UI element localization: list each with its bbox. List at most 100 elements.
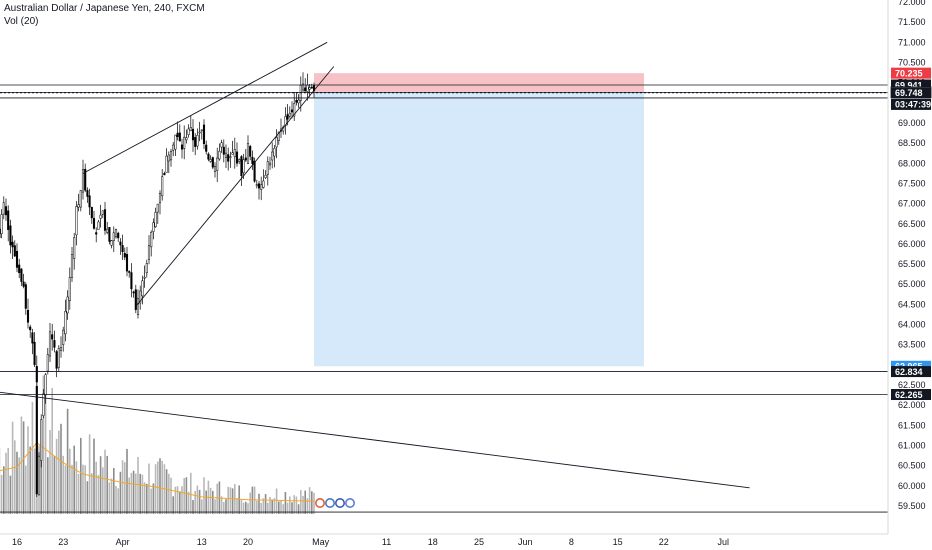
- volume-bar: [161, 460, 163, 514]
- volume-bar: [247, 503, 249, 514]
- candle-body: [176, 132, 179, 137]
- volume-bar: [71, 464, 73, 514]
- candle-body: [95, 232, 98, 235]
- volume-bar: [187, 491, 190, 514]
- volume-bar: [229, 487, 232, 514]
- time-tick-label: 13: [197, 537, 207, 547]
- candle-body: [53, 340, 56, 348]
- candle-body: [97, 221, 100, 230]
- volume-bar: [181, 486, 183, 514]
- volume-bar: [99, 456, 102, 514]
- price-tick-label: 66.000: [898, 239, 926, 249]
- candle-body: [51, 334, 54, 340]
- candle-body: [209, 159, 212, 162]
- candle-body: [57, 348, 60, 368]
- volume-bar: [5, 452, 7, 514]
- time-axis: 16 23 Apr 13 20 May 11 18 25 Jun 8 15 22 Jul: [12, 537, 729, 547]
- volume-bar: [0, 474, 3, 514]
- candle-body: [165, 155, 168, 173]
- candle-body: [268, 162, 272, 166]
- candle-body: [205, 144, 208, 152]
- volume-bar: [86, 481, 89, 514]
- candle-body: [77, 204, 80, 208]
- candle-body: [275, 137, 278, 148]
- volume-indicator-label[interactable]: Vol (20): [4, 16, 39, 27]
- candle-body: [37, 455, 41, 496]
- candle-body: [222, 146, 225, 155]
- trendline: [82, 41, 328, 174]
- candle-body: [196, 135, 199, 147]
- candle-body: [33, 341, 36, 366]
- volume-bar: [238, 485, 240, 514]
- volume-bar: [262, 498, 265, 514]
- candle-body: [240, 156, 243, 177]
- volume-bar: [154, 464, 157, 514]
- candle-body: [218, 150, 221, 160]
- candle-body: [2, 202, 5, 215]
- candle-body: [75, 206, 78, 236]
- price-tick-label: 65.500: [898, 259, 926, 269]
- volume-bar: [225, 499, 227, 514]
- volume-bar: [159, 458, 161, 514]
- candle-body: [9, 225, 12, 246]
- volume-bar: [282, 504, 284, 514]
- volume-bar: [14, 440, 16, 514]
- volume-bar: [275, 488, 278, 514]
- candle-body: [84, 168, 87, 191]
- price-tick-label: 67.000: [898, 199, 926, 209]
- volume-bar: [203, 477, 205, 514]
- candle-body: [119, 241, 122, 246]
- price-tag-label: 03:47:39: [895, 100, 931, 110]
- volume-bar: [3, 466, 5, 514]
- candle-body: [304, 87, 307, 92]
- candle-body: [174, 134, 177, 150]
- candle-body: [35, 385, 38, 495]
- volume-bar: [185, 477, 188, 514]
- candle-body: [0, 214, 3, 234]
- candle-body: [18, 264, 21, 274]
- candle-body: [163, 173, 166, 176]
- volume-bar: [148, 463, 150, 514]
- candle-body: [13, 245, 16, 257]
- volume-bar: [141, 474, 144, 514]
- candle-body: [178, 132, 181, 142]
- volume-bar: [240, 499, 243, 514]
- volume-bar: [273, 498, 276, 514]
- candle-body: [202, 124, 206, 144]
- volume-bar: [291, 502, 293, 514]
- price-tick-label: 61.000: [898, 441, 926, 451]
- volume-bar: [33, 448, 36, 514]
- candle-body: [271, 151, 274, 161]
- candle-body: [121, 245, 124, 253]
- volume-bar: [130, 472, 133, 514]
- candle-body: [216, 157, 219, 171]
- candle-body: [103, 209, 107, 231]
- candle-body: [15, 251, 19, 268]
- candle-body: [130, 272, 133, 290]
- volume-bar: [95, 461, 97, 514]
- volume-bar: [146, 483, 148, 514]
- candle-body: [112, 232, 115, 241]
- candle-body: [191, 128, 195, 141]
- candle-body: [185, 137, 188, 141]
- volume-bar: [216, 483, 218, 514]
- candle-body: [59, 347, 63, 351]
- candle-body: [123, 252, 126, 258]
- candle-body: [110, 240, 113, 246]
- volume-bars: [0, 375, 315, 514]
- volume-bar: [174, 486, 177, 514]
- price-tick-label: 62.000: [898, 400, 926, 410]
- candle-body: [293, 103, 296, 117]
- candlesticks: [0, 72, 316, 497]
- time-tick-label: Jun: [518, 537, 533, 547]
- volume-bar: [209, 487, 212, 514]
- candle-body: [29, 326, 32, 331]
- price-tick-label: 59.500: [898, 501, 926, 511]
- volume-bar: [280, 500, 282, 514]
- candle-body: [198, 131, 201, 134]
- volume-bar: [137, 456, 139, 514]
- volume-bar: [58, 430, 60, 514]
- stop-loss-zone: [314, 73, 644, 93]
- volume-bar: [183, 477, 185, 514]
